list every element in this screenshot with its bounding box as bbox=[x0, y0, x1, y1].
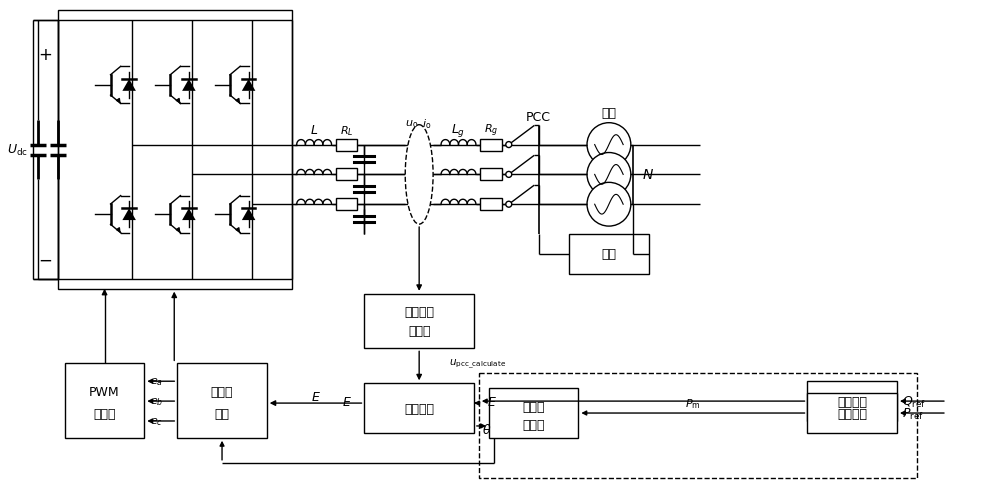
Text: PWM: PWM bbox=[89, 385, 120, 398]
Text: $i_{\rm o}$: $i_{\rm o}$ bbox=[422, 117, 432, 130]
Text: $u_{\rm o}$: $u_{\rm o}$ bbox=[405, 118, 418, 129]
Polygon shape bbox=[182, 80, 196, 92]
Bar bbox=[336, 199, 357, 211]
Polygon shape bbox=[122, 80, 136, 92]
Text: 三相调: 三相调 bbox=[211, 385, 233, 398]
Bar bbox=[807, 382, 897, 421]
Text: $P_{\rm ref}$: $P_{\rm ref}$ bbox=[902, 406, 924, 421]
Text: $R_g$: $R_g$ bbox=[484, 122, 498, 139]
Bar bbox=[479, 373, 917, 478]
Text: 负载: 负载 bbox=[601, 248, 616, 261]
Bar bbox=[807, 393, 897, 433]
Circle shape bbox=[506, 142, 512, 148]
Circle shape bbox=[506, 202, 512, 208]
Text: 虚拟惯: 虚拟惯 bbox=[522, 400, 545, 413]
Polygon shape bbox=[182, 209, 196, 221]
Text: $e_a$: $e_a$ bbox=[150, 376, 163, 387]
Text: $U_{\rm dc}$: $U_{\rm dc}$ bbox=[7, 142, 28, 158]
Text: $L_g$: $L_g$ bbox=[451, 122, 466, 139]
Bar bbox=[364, 294, 474, 349]
Text: 制波: 制波 bbox=[215, 407, 230, 420]
Circle shape bbox=[506, 172, 512, 178]
Polygon shape bbox=[242, 209, 255, 221]
Bar bbox=[336, 169, 357, 181]
Bar bbox=[364, 384, 474, 433]
Bar bbox=[58, 11, 292, 289]
Text: $E$: $E$ bbox=[487, 395, 497, 408]
Text: −: − bbox=[38, 251, 52, 269]
Bar bbox=[65, 364, 144, 438]
Text: $E$: $E$ bbox=[342, 395, 351, 408]
Text: 更新环节: 更新环节 bbox=[404, 402, 434, 415]
Bar bbox=[489, 388, 578, 438]
Text: $e_b$: $e_b$ bbox=[150, 395, 163, 407]
Text: $L$: $L$ bbox=[310, 124, 318, 137]
Text: 点电压: 点电压 bbox=[408, 325, 430, 337]
Ellipse shape bbox=[405, 125, 433, 224]
Circle shape bbox=[587, 153, 631, 197]
Text: 调频环节: 调频环节 bbox=[837, 407, 867, 420]
Bar bbox=[177, 364, 267, 438]
Text: N: N bbox=[643, 168, 653, 182]
Circle shape bbox=[587, 123, 631, 167]
Text: $P_{\rm m}$: $P_{\rm m}$ bbox=[685, 396, 701, 410]
Text: 调压环节: 调压环节 bbox=[837, 395, 867, 408]
Text: 调制器: 调制器 bbox=[93, 407, 116, 420]
Bar bbox=[480, 139, 502, 151]
Text: $\theta$: $\theta$ bbox=[482, 422, 491, 436]
Text: PCC: PCC bbox=[526, 111, 551, 124]
Text: $R_L$: $R_L$ bbox=[340, 123, 353, 137]
Text: $Q_{\rm ref}$: $Q_{\rm ref}$ bbox=[902, 394, 926, 409]
Text: $e_c$: $e_c$ bbox=[150, 415, 163, 427]
Polygon shape bbox=[122, 209, 136, 221]
Text: $u_{\rm pcc\_calculate}$: $u_{\rm pcc\_calculate}$ bbox=[449, 357, 506, 370]
Text: $E$: $E$ bbox=[311, 390, 321, 403]
Bar bbox=[569, 235, 649, 274]
Polygon shape bbox=[242, 80, 255, 92]
Text: 预测公共: 预测公共 bbox=[404, 305, 434, 319]
Text: 性环节: 性环节 bbox=[522, 419, 545, 431]
Bar bbox=[480, 199, 502, 211]
Text: 电网: 电网 bbox=[601, 107, 616, 120]
Circle shape bbox=[587, 183, 631, 226]
Text: +: + bbox=[38, 46, 52, 64]
Bar bbox=[480, 169, 502, 181]
Bar bbox=[336, 139, 357, 151]
